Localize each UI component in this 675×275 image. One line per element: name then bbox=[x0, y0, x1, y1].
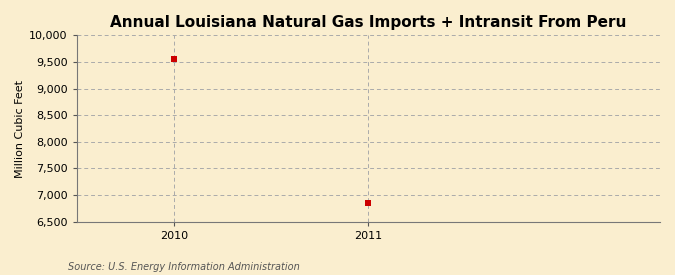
Title: Annual Louisiana Natural Gas Imports + Intransit From Peru: Annual Louisiana Natural Gas Imports + I… bbox=[110, 15, 626, 30]
Y-axis label: Million Cubic Feet: Million Cubic Feet bbox=[15, 79, 25, 178]
Text: Source: U.S. Energy Information Administration: Source: U.S. Energy Information Administ… bbox=[68, 262, 299, 272]
